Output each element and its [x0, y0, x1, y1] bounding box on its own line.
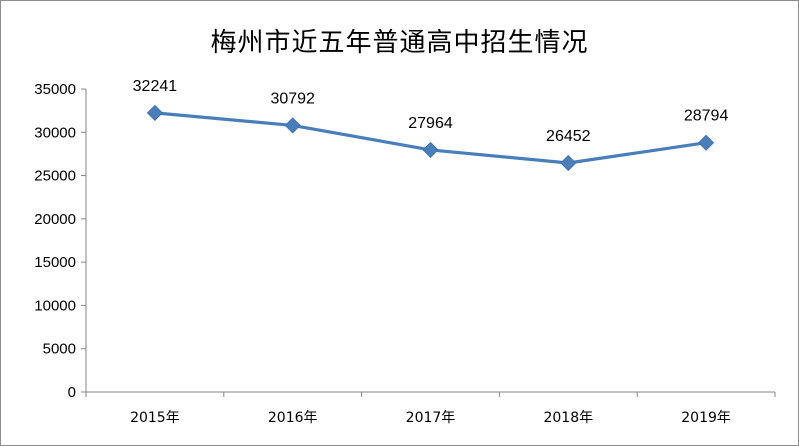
y-tick-label: 10000 [34, 297, 76, 314]
x-tick-label: 2015年 [130, 410, 180, 426]
data-label: 27964 [408, 115, 453, 132]
y-tick-label: 0 [68, 384, 76, 401]
data-label: 28794 [684, 108, 729, 125]
data-label: 30792 [270, 90, 315, 107]
data-point [698, 134, 715, 151]
data-label: 32241 [133, 78, 178, 95]
y-tick-label: 25000 [34, 168, 76, 185]
y-tick-label: 35000 [34, 81, 76, 98]
x-tick-label: 2018年 [543, 410, 593, 426]
y-tick-label: 30000 [34, 124, 76, 141]
x-tick-label: 2019年 [681, 410, 731, 426]
data-label: 26452 [546, 128, 591, 145]
x-tick-label: 2017年 [406, 410, 456, 426]
x-tick-label: 2016年 [268, 410, 318, 426]
y-tick-label: 15000 [34, 254, 76, 271]
data-point [284, 117, 301, 134]
data-point [146, 104, 163, 121]
y-tick-label: 5000 [43, 341, 76, 358]
axes [85, 89, 775, 393]
y-tick-label: 20000 [34, 211, 76, 228]
series [146, 104, 715, 172]
data-labels: 32241 30792 27964 26452 28794 [133, 78, 729, 145]
data-point [422, 141, 439, 158]
data-point [560, 154, 577, 172]
y-axis-ticks: 0 5000 10000 15000 20000 25000 30000 35000 [34, 81, 86, 401]
x-axis-ticks: 2015年 2016年 2017年 2018年 2019年 [85, 392, 776, 426]
chart-title: 梅州市近五年普通高中招生情况 [210, 28, 589, 58]
